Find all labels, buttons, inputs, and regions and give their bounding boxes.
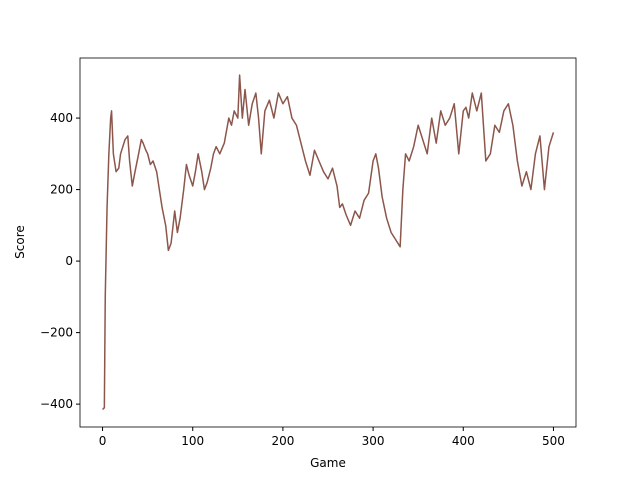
x-tick-label: 500: [542, 434, 565, 448]
x-tick-label: 400: [452, 434, 475, 448]
y-tick-label: −200: [40, 326, 73, 340]
y-tick-label: 200: [50, 183, 73, 197]
line-series: [102, 74, 555, 411]
y-tick-label: 400: [50, 111, 73, 125]
x-axis-label: Game: [310, 456, 346, 470]
plot-frame: [79, 57, 577, 428]
y-tick-label: 0: [65, 254, 73, 268]
x-tick-label: 200: [271, 434, 294, 448]
y-axis-label: Score: [13, 225, 27, 259]
x-tick-label: 100: [181, 434, 204, 448]
y-tick-label: −400: [40, 397, 73, 411]
x-tick-label: 0: [99, 434, 107, 448]
x-tick-label: 300: [362, 434, 385, 448]
